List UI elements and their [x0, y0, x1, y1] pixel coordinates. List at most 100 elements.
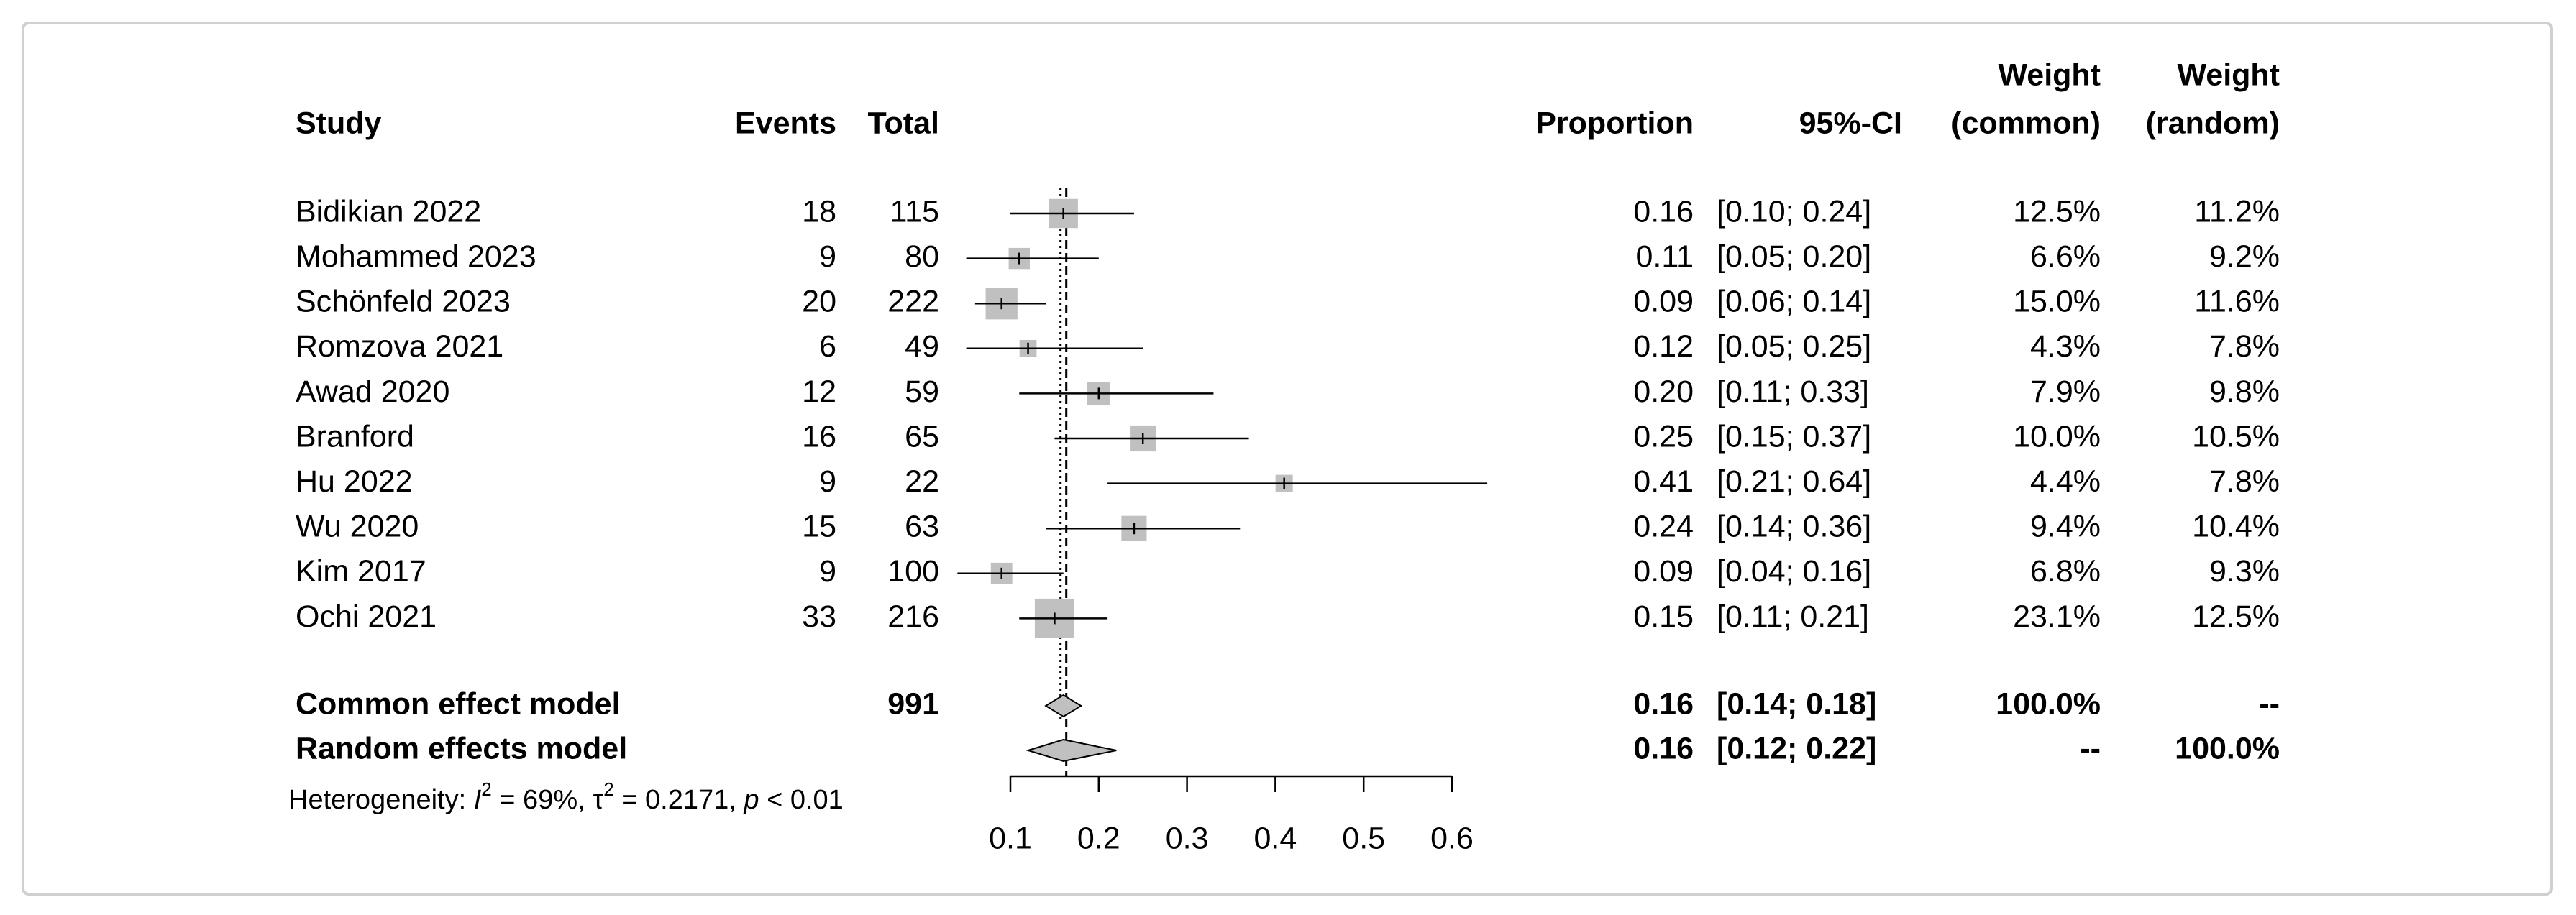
- header-total: Total: [867, 106, 939, 140]
- x-tick-label: 0.3: [1166, 821, 1209, 855]
- weight-random: 9.2%: [2209, 239, 2280, 274]
- weight-random: 11.6%: [2194, 285, 2280, 319]
- total: 222: [887, 285, 939, 319]
- weight-common: 7.9%: [2030, 374, 2101, 409]
- model-weight-common: --: [2080, 731, 2101, 765]
- study-name: Bidikian 2022: [296, 194, 481, 229]
- x-tick-label: 0.5: [1342, 821, 1385, 855]
- x-tick-label: 0.4: [1254, 821, 1297, 855]
- header-weight-common: (common): [1951, 106, 2101, 140]
- study-name: Schönfeld 2023: [296, 285, 511, 319]
- header-weight-common: Weight: [1998, 58, 2101, 92]
- diamond: [1026, 738, 1117, 763]
- header-study: Study: [296, 106, 382, 140]
- study-name: Wu 2020: [296, 510, 419, 544]
- study-name: Ochi 2021: [296, 599, 437, 634]
- weight-common: 6.6%: [2030, 239, 2101, 274]
- events: 9: [819, 464, 836, 499]
- header-proportion: Proportion: [1535, 106, 1694, 140]
- total: 22: [905, 464, 939, 499]
- heterogeneity-part: Heterogeneity:: [288, 785, 474, 815]
- events: 18: [802, 194, 836, 229]
- total: 49: [905, 329, 939, 364]
- model-weight-common: 100.0%: [1996, 686, 2101, 721]
- weight-common: 4.3%: [2030, 329, 2101, 364]
- proportion: 0.20: [1633, 374, 1694, 409]
- proportion: 0.09: [1633, 285, 1694, 319]
- total: 65: [905, 419, 939, 454]
- total: 216: [887, 599, 939, 634]
- heterogeneity-part: < 0.01: [759, 785, 844, 815]
- heterogeneity-part: = 0.2171,: [614, 785, 744, 815]
- study-name: Awad 2020: [296, 374, 449, 409]
- model-ci: [0.14; 0.18]: [1717, 686, 1876, 721]
- model-proportion: 0.16: [1633, 686, 1694, 721]
- weight-random: 9.8%: [2209, 374, 2280, 409]
- weight-common: 9.4%: [2030, 510, 2101, 544]
- weight-random: 7.8%: [2209, 329, 2280, 364]
- model-ci: [0.12; 0.22]: [1717, 731, 1876, 765]
- ci: [0.06; 0.14]: [1717, 285, 1871, 319]
- weight-random: 11.2%: [2194, 194, 2280, 229]
- weight-random: 10.5%: [2192, 419, 2280, 454]
- heterogeneity-part: 2: [603, 778, 613, 800]
- x-tick-label: 0.2: [1077, 821, 1120, 855]
- weight-common: 6.8%: [2030, 554, 2101, 589]
- study-name: Kim 2017: [296, 554, 426, 589]
- header-weight-random: (random): [2146, 106, 2280, 140]
- heterogeneity-part: p: [743, 785, 759, 815]
- diamond: [1044, 694, 1083, 718]
- events: 20: [802, 285, 836, 319]
- model-total: 991: [887, 686, 939, 721]
- events: 16: [802, 419, 836, 454]
- weight-random: 10.4%: [2192, 510, 2280, 544]
- total: 63: [905, 510, 939, 544]
- proportion: 0.09: [1633, 554, 1694, 589]
- heterogeneity-part: I: [474, 785, 482, 815]
- weight-common: 12.5%: [2013, 194, 2101, 229]
- x-tick-label: 0.1: [989, 821, 1032, 855]
- ci: [0.15; 0.37]: [1717, 419, 1871, 454]
- events: 12: [802, 374, 836, 409]
- weight-random: 9.3%: [2209, 554, 2280, 589]
- weight-random: 7.8%: [2209, 464, 2280, 499]
- events: 6: [819, 329, 836, 364]
- ci: [0.11; 0.33]: [1717, 374, 1869, 409]
- proportion: 0.24: [1633, 510, 1694, 544]
- header-ci: 95%-CI: [1799, 106, 1902, 140]
- header-weight-random: Weight: [2177, 58, 2280, 92]
- ci: [0.04; 0.16]: [1717, 554, 1871, 589]
- model-proportion: 0.16: [1633, 731, 1694, 765]
- events: 9: [819, 239, 836, 274]
- header-events: Events: [735, 106, 836, 140]
- ci: [0.10; 0.24]: [1717, 194, 1871, 229]
- heterogeneity: Heterogeneity: I2 = 69%, τ2 = 0.2171, p …: [288, 778, 844, 815]
- model-name: Random effects model: [296, 731, 627, 765]
- frame: [22, 22, 2553, 896]
- events: 33: [802, 599, 836, 634]
- proportion: 0.11: [1636, 239, 1694, 274]
- ci: [0.05; 0.20]: [1717, 239, 1871, 274]
- total: 115: [890, 194, 939, 229]
- proportion: 0.12: [1633, 329, 1694, 364]
- heterogeneity-part: = 69%,: [492, 785, 593, 815]
- study-name: Hu 2022: [296, 464, 413, 499]
- proportion: 0.41: [1633, 464, 1694, 499]
- study-name: Branford: [296, 419, 414, 454]
- ci: [0.21; 0.64]: [1717, 464, 1871, 499]
- model-weight-random: 100.0%: [2175, 731, 2280, 765]
- events: 9: [819, 554, 836, 589]
- total: 80: [905, 239, 939, 274]
- weight-random: 12.5%: [2192, 599, 2280, 634]
- study-name: Romzova 2021: [296, 329, 503, 364]
- heterogeneity-part: τ: [593, 785, 603, 815]
- proportion: 0.25: [1633, 419, 1694, 454]
- ci: [0.05; 0.25]: [1717, 329, 1871, 364]
- events: 15: [802, 510, 836, 544]
- ci: [0.11; 0.21]: [1717, 599, 1869, 634]
- x-tick-label: 0.6: [1430, 821, 1474, 855]
- weight-common: 23.1%: [2013, 599, 2101, 634]
- heterogeneity-part: 2: [481, 778, 491, 800]
